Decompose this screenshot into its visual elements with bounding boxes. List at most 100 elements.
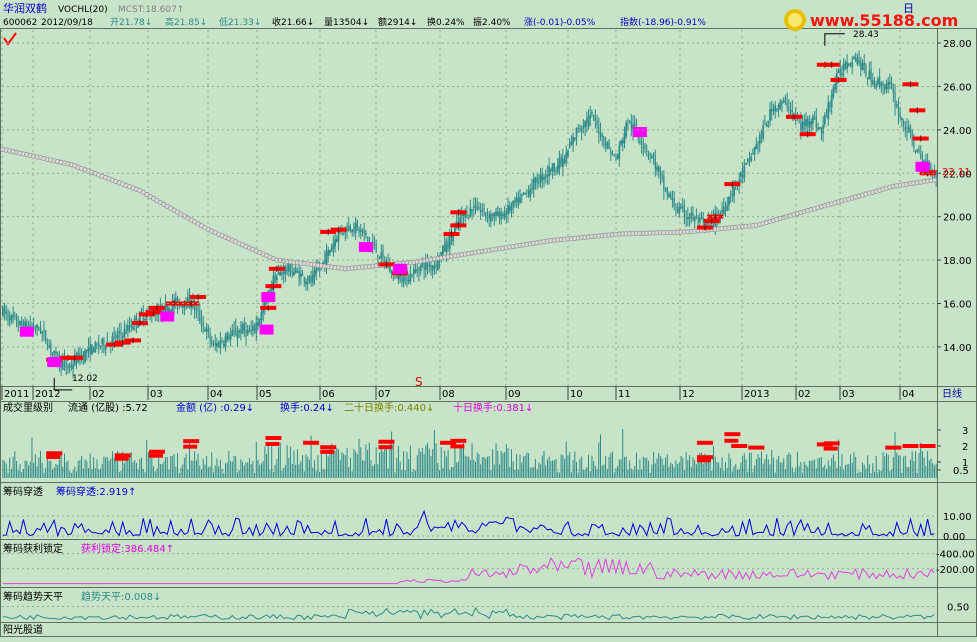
x-tick-label: 2013 — [744, 389, 769, 400]
candle-down — [7, 312, 9, 319]
period-label[interactable]: 日线 — [942, 387, 962, 400]
candle-up — [294, 268, 297, 273]
candle-down — [807, 117, 809, 126]
candle-up — [238, 330, 241, 334]
candle-up — [462, 214, 465, 217]
candle-down — [50, 343, 52, 352]
volume-signal — [696, 458, 711, 463]
candle-up — [546, 173, 549, 176]
candle-down — [128, 325, 131, 328]
candle-down — [586, 119, 588, 124]
trend-balance-value: 趋势天平:0.008↓ — [81, 590, 161, 603]
candle-down — [324, 259, 326, 266]
volume-tick-label: 3 — [962, 426, 968, 437]
candle-down — [906, 127, 908, 132]
candle-down — [115, 335, 117, 339]
stock-code: 600062 — [3, 18, 37, 28]
candle-up — [618, 145, 621, 158]
candle-up — [36, 324, 39, 329]
shiri-label: 十日换手:0.381↓ — [453, 401, 533, 414]
corner-label[interactable]: 日 — [903, 2, 914, 15]
volume-signal — [265, 441, 280, 446]
candle-up — [573, 137, 576, 140]
candle-down — [639, 139, 641, 144]
candle-down — [39, 326, 42, 333]
candle-up — [871, 80, 874, 85]
close-price: 收21.66↓ — [272, 16, 314, 28]
candle-up — [61, 361, 64, 370]
candle-down — [435, 264, 437, 267]
x-tick-label: 02 — [92, 389, 105, 400]
candle-up — [301, 274, 304, 276]
candle-down — [692, 212, 694, 220]
candle-down — [483, 207, 485, 212]
profit-lock-tick-label: -400.00 — [936, 550, 975, 561]
candle-up — [409, 273, 412, 282]
candle-down — [615, 158, 617, 160]
candle-down — [860, 61, 862, 69]
candle-down — [3, 306, 6, 314]
price-axis: 28.00 26.00 24.00 22.00 20.00 18.00 16.00 14.00 — [2, 39, 972, 354]
candle-up — [623, 133, 626, 144]
candle-down — [183, 306, 185, 308]
candle-down — [925, 159, 927, 164]
mcst-value: MCST:18.607↑ — [118, 5, 184, 15]
candle-down — [682, 206, 684, 208]
candle-down — [730, 197, 732, 199]
x-tick-label: 04 — [210, 389, 223, 400]
candle-down — [21, 320, 23, 326]
candle-down — [675, 209, 677, 211]
candle-down — [481, 210, 483, 212]
stock-name: 华润双鹤 — [3, 1, 47, 15]
volume-signal — [696, 440, 713, 445]
candle-up — [327, 249, 330, 256]
candle-down — [642, 147, 644, 149]
candle-down — [577, 128, 579, 130]
candle-up — [205, 328, 208, 332]
check-icon — [3, 32, 17, 46]
volume-signal — [731, 444, 748, 448]
candle-up — [587, 116, 590, 127]
candle-down — [240, 328, 242, 334]
signal-square — [393, 263, 408, 274]
volume-signal — [885, 445, 902, 450]
amount-value: 额2914↓ — [378, 16, 417, 28]
candle-up — [318, 268, 321, 271]
candle-down — [356, 220, 358, 228]
candle-up — [53, 350, 56, 353]
candle-down — [784, 98, 787, 102]
volume-value: 量13504↓ — [324, 17, 369, 28]
candle-up — [351, 230, 354, 233]
candle-up — [402, 274, 405, 283]
candle-up — [279, 271, 282, 276]
bottom-tab-label[interactable]: 阳光股道 — [3, 623, 43, 636]
candle-down — [14, 315, 16, 317]
volume-signal — [114, 456, 129, 461]
candle-up — [808, 121, 811, 128]
candle-up — [91, 344, 93, 355]
candle-down — [658, 165, 660, 172]
candle-up — [832, 87, 835, 97]
candle-down — [46, 344, 48, 348]
candle-down — [647, 153, 650, 155]
trend-balance-title: 筹码趋势天平 — [3, 590, 63, 603]
candle-up — [332, 243, 335, 249]
candle-up — [628, 120, 631, 123]
candle-up — [900, 118, 903, 121]
candle-up — [539, 174, 542, 183]
candle-up — [746, 158, 749, 162]
candle-down — [661, 174, 663, 180]
candle-down — [670, 194, 672, 200]
volume-signal — [902, 444, 919, 448]
candle-up — [101, 338, 104, 345]
candle-down — [286, 268, 288, 272]
candle-down — [514, 199, 516, 204]
last-price-label: 22.11 — [942, 167, 971, 178]
candle-up — [558, 158, 561, 169]
candle-down — [921, 157, 924, 164]
candle-up — [853, 57, 855, 60]
candle-up — [568, 146, 571, 149]
candle-down — [786, 101, 788, 108]
candle-up — [740, 172, 742, 177]
signal-square — [259, 324, 274, 335]
